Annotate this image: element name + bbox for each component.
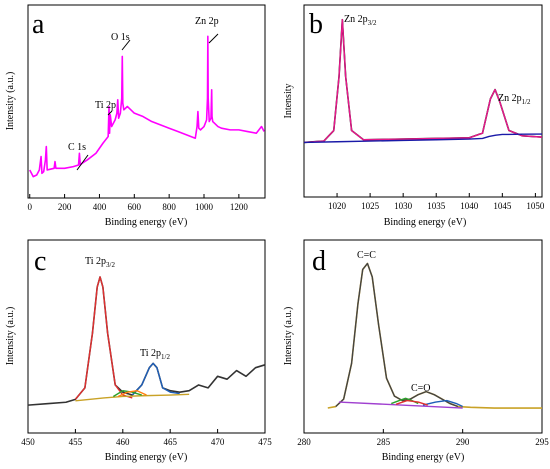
panel-a-series-0 (29, 35, 265, 178)
panel-a-plot (29, 35, 265, 178)
panel-a-xtick-label-1: 200 (58, 202, 72, 212)
panel-c-ann-ti2p12-sub: 1/2 (161, 353, 170, 361)
panel-a-ann-c1s: C 1s (68, 142, 86, 153)
panel-b-xlabel: Binding energy (eV) (384, 217, 467, 228)
panel-a-ylabel: Intensity (a.u.) (5, 72, 16, 131)
panel-d-xticks: 280 285 290 295 (297, 429, 549, 447)
panel-d-series-1 (335, 262, 459, 408)
panel-b-series-1 (303, 18, 543, 144)
panel-b-xtick-label-5: 1045 (493, 201, 512, 211)
panel-b-xtick-label-6: 1050 (526, 201, 545, 211)
panel-c-ann-ti2p32-sub: 3/2 (106, 261, 115, 269)
panel-c: c 450 455 460 465 470 475 Binding energy (eV)… (5, 239, 272, 463)
panel-c-series-0 (27, 276, 266, 406)
panel-c-frame (27, 239, 266, 434)
panel-b-xticks: 1020 1025 1030 1035 1040 1045 1050 (328, 193, 545, 211)
panel-b-ann-zn2p12-main: Zn 2p (498, 93, 522, 104)
panel-a: a 0 200 400 600 800 1000 1200 Binding energy (… (5, 4, 266, 228)
panel-b-xtick-label-2: 1030 (394, 201, 413, 211)
panel-a-ann-ti2p: Ti 2p (95, 100, 116, 111)
panel-a-xtick-label-5: 1000 (195, 202, 214, 212)
panel-d-ann-cc: C=C (357, 250, 376, 261)
panel-b: b 1020 1025 1030 1035 1040 1045 1050 Binding e… (283, 4, 545, 228)
panel-b-ann-zn2p32-main: Zn 2p (344, 14, 368, 25)
panel-c-xtick-label-1: 455 (69, 437, 83, 447)
panel-a-ann-o1s: O 1s (111, 32, 130, 43)
panel-d-letter: d (312, 246, 326, 277)
panel-c-ann-ti2p12: Ti 2p1/2 (140, 348, 170, 361)
panel-b-ylabel: Intensity (283, 84, 294, 119)
panel-b-letter: b (309, 9, 323, 40)
panel-b-ann-zn2p32: Zn 2p3/2 (344, 14, 377, 27)
panel-a-ann-ti2p-line (107, 110, 113, 116)
panel-b-xtick-label-4: 1040 (460, 201, 479, 211)
panel-c-series-1 (74, 276, 133, 400)
panel-a-frame (27, 4, 266, 199)
panel-a-xlabel: Binding energy (eV) (105, 217, 188, 228)
panel-d-plot (327, 262, 542, 409)
panel-b-plot (303, 18, 543, 144)
panel-a-ann-zn2p: Zn 2p (195, 16, 219, 27)
panel-a-ann-o1s-line (121, 39, 131, 51)
panel-a-xtick-label-2: 400 (93, 202, 107, 212)
panel-c-xtick-label-4: 470 (211, 437, 225, 447)
panel-b-xtick-label-0: 1020 (328, 201, 347, 211)
panel-c-letter: c (34, 246, 46, 277)
panel-d-xtick-label-0: 280 (297, 437, 311, 447)
panel-c-series-2 (131, 362, 180, 396)
panel-c-ann-ti2p32: Ti 2p3/2 (85, 256, 115, 269)
panel-b-frame (303, 4, 543, 198)
panel-c-xtick-label-2: 460 (116, 437, 130, 447)
panel-c-plot (27, 276, 266, 406)
panel-d-frame (303, 239, 543, 434)
panel-c-xticks: 450 455 460 465 470 475 (21, 429, 272, 447)
panel-c-xlabel: Binding energy (eV) (105, 452, 188, 463)
panel-b-ann-zn2p12-sub: 1/2 (522, 98, 531, 106)
panel-d-series-4 (422, 399, 463, 408)
panel-d-xtick-label-3: 295 (535, 437, 549, 447)
panel-d-xlabel: Binding energy (eV) (382, 452, 465, 463)
panel-c-series-5 (117, 390, 147, 398)
panel-a-ann-c1s-line (76, 154, 89, 171)
panel-a-xticks: 0 200 400 600 800 1000 1200 (27, 194, 248, 212)
panel-a-xtick-label-3: 600 (128, 202, 142, 212)
panel-d: d 280 285 290 295 Binding energy (eV) Inten… (283, 239, 549, 463)
panel-c-series-4 (112, 390, 142, 398)
panel-d-xtick-label-1: 285 (377, 437, 391, 447)
panel-c-xtick-label-0: 450 (21, 437, 35, 447)
panel-c-xtick-label-3: 465 (163, 437, 177, 447)
panel-c-series-3 (75, 393, 190, 402)
panel-a-xtick-label-4: 800 (162, 202, 176, 212)
panel-b-ann-zn2p32-sub: 3/2 (368, 19, 377, 27)
panel-d-series-2 (338, 401, 463, 409)
panel-d-ann-co: C=O (411, 383, 431, 394)
panel-a-letter: a (32, 9, 45, 40)
panel-d-xtick-label-2: 290 (456, 437, 470, 447)
panel-c-ann-ti2p12-main: Ti 2p (140, 348, 161, 359)
panel-b-xtick-label-3: 1035 (427, 201, 446, 211)
panel-b-ann-zn2p12: Zn 2p1/2 (498, 93, 531, 106)
panel-c-xtick-label-5: 475 (258, 437, 272, 447)
panel-b-series-2 (303, 133, 543, 144)
panel-d-ylabel: Intensity (a.u.) (283, 307, 294, 366)
panel-c-ann-ti2p32-main: Ti 2p (85, 256, 106, 267)
panel-b-xtick-label-1: 1025 (361, 201, 380, 211)
panel-d-series-5 (395, 399, 428, 406)
panel-a-ann-zn2p-line (208, 33, 219, 44)
panel-a-xtick-label-0: 0 (27, 202, 32, 212)
panel-a-xtick-label-6: 1200 (230, 202, 249, 212)
panel-c-ylabel: Intensity (a.u.) (5, 307, 16, 366)
